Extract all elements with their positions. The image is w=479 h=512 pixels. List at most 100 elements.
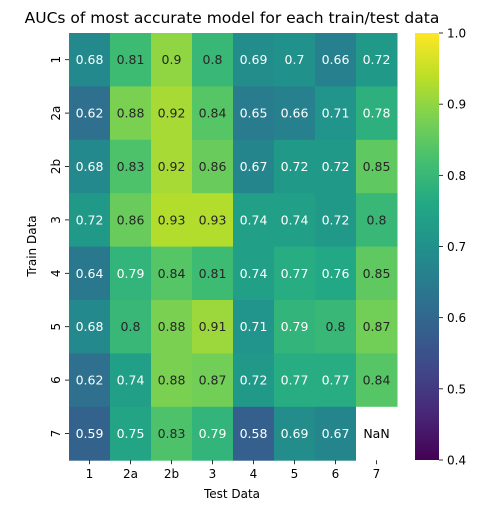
heatmap-cell	[151, 300, 193, 354]
y-axis-label: Train Data	[25, 215, 39, 277]
cell-value-label: 0.84	[363, 373, 391, 388]
heatmap-cell	[233, 300, 275, 354]
heatmap-cell	[274, 353, 316, 408]
cell-value-label: 0.83	[117, 159, 145, 174]
y-tick-label: 6	[49, 376, 63, 384]
heatmap-cell	[356, 33, 398, 87]
cell-value-label: 0.72	[76, 212, 104, 227]
cell-value-label: 0.74	[240, 212, 268, 227]
heatmap-cell	[69, 246, 111, 301]
heatmap-cell	[274, 33, 316, 87]
heatmap-cell	[110, 33, 152, 87]
heatmap-cell	[315, 193, 357, 248]
heatmap-cell	[192, 246, 234, 301]
heatmap-cell	[151, 246, 193, 301]
x-tick-label: 1	[86, 467, 94, 481]
heatmap-cell	[110, 246, 152, 301]
x-tick-label: 2b	[164, 467, 179, 481]
cell-value-label: 0.84	[158, 266, 186, 281]
heatmap-cell	[274, 300, 316, 354]
colorbar-tick-label: 0.7	[447, 240, 466, 254]
cell-value-label: 0.79	[281, 319, 309, 334]
heatmap-cell	[274, 86, 316, 141]
heatmap-cell	[192, 300, 234, 354]
heatmap-cell	[315, 353, 357, 408]
colorbar-tick-label: 0.8	[447, 169, 466, 183]
cell-value-label: 0.72	[240, 373, 268, 388]
cell-value-label: 0.87	[363, 319, 391, 334]
y-tick-label: 3	[49, 216, 63, 224]
heatmap-cell	[315, 246, 357, 301]
cell-value-label: 0.81	[117, 52, 145, 67]
cell-value-label: 0.77	[322, 373, 350, 388]
cell-value-label: 0.79	[117, 266, 145, 281]
heatmap-cell	[315, 33, 357, 87]
x-tick-label: 7	[373, 467, 381, 481]
cell-value-label: 0.72	[281, 159, 309, 174]
heatmap-cell	[356, 353, 398, 408]
cell-value-label: 0.9	[162, 52, 182, 67]
cell-value-label: 0.59	[76, 426, 104, 441]
heatmap-cell	[110, 406, 152, 461]
heatmap-cell	[356, 246, 398, 301]
cell-value-label: 0.85	[363, 159, 391, 174]
heatmap-cell	[274, 193, 316, 248]
heatmap-cell	[356, 193, 398, 248]
heatmap-cell	[69, 33, 111, 87]
y-tick-label: 1	[49, 56, 63, 64]
heatmap-cell	[233, 193, 275, 248]
heatmap-cell	[233, 86, 275, 141]
cell-value-label: 0.8	[367, 212, 387, 227]
y-tick-label: 2b	[49, 159, 63, 174]
x-axis-label: Test Data	[203, 487, 260, 501]
cell-value-label: 0.86	[117, 212, 145, 227]
heatmap-cell	[315, 86, 357, 141]
heatmap-cell	[192, 139, 234, 194]
cell-value-label: 0.88	[158, 373, 186, 388]
heatmap-cell	[356, 86, 398, 141]
cell-value-label: 0.76	[322, 266, 350, 281]
heatmap-cell	[151, 33, 193, 87]
cell-value-label: 0.62	[76, 373, 104, 388]
heatmap-cell	[315, 406, 357, 461]
cell-value-label: 0.71	[322, 106, 350, 121]
x-tick-label: 2a	[123, 467, 138, 481]
heatmap-cell	[69, 353, 111, 408]
heatmap-cell	[69, 193, 111, 248]
cell-value-label: 0.79	[199, 426, 227, 441]
cell-value-label: 0.67	[240, 159, 268, 174]
cell-value-label: 0.8	[121, 319, 141, 334]
cell-value-label: 0.7	[285, 52, 305, 67]
heatmap-cell	[356, 139, 398, 194]
cell-value-label: 0.84	[199, 106, 227, 121]
heatmap-cell	[315, 300, 357, 354]
cell-value-label: 0.78	[363, 106, 391, 121]
cell-value-label: 0.74	[240, 266, 268, 281]
heatmap-cell	[110, 193, 152, 248]
x-tick-label: 3	[209, 467, 217, 481]
heatmap-cell	[69, 406, 111, 461]
heatmap-cell	[192, 353, 234, 408]
heatmap-cell	[151, 86, 193, 141]
cell-value-label: 0.8	[203, 52, 223, 67]
heatmap-cell	[233, 33, 275, 87]
heatmap-cell	[233, 406, 275, 461]
colorbar-tick-label: 1.0	[447, 27, 466, 41]
colorbar-tick-label: 0.6	[447, 311, 466, 325]
colorbar	[415, 33, 439, 460]
cell-value-label: 0.65	[240, 106, 268, 121]
heatmap-cell	[69, 300, 111, 354]
heatmap-cell	[110, 300, 152, 354]
cell-value-label: 0.81	[199, 266, 227, 281]
cell-value-label: 0.77	[281, 266, 309, 281]
colorbar-ticks: 0.4 0.5 0.6 0.7 0.8 0.9 1.0	[439, 27, 466, 468]
cell-value-label: 0.66	[281, 106, 309, 121]
heatmap-cell	[192, 406, 234, 461]
cell-value-label: 0.72	[322, 212, 350, 227]
heatmap-cell	[192, 86, 234, 141]
y-tick-label: 7	[49, 430, 63, 438]
heatmap-cell	[110, 139, 152, 194]
x-tick-label: 5	[291, 467, 299, 481]
x-tick-label: 6	[332, 467, 340, 481]
colorbar-tick-label: 0.4	[447, 454, 466, 468]
